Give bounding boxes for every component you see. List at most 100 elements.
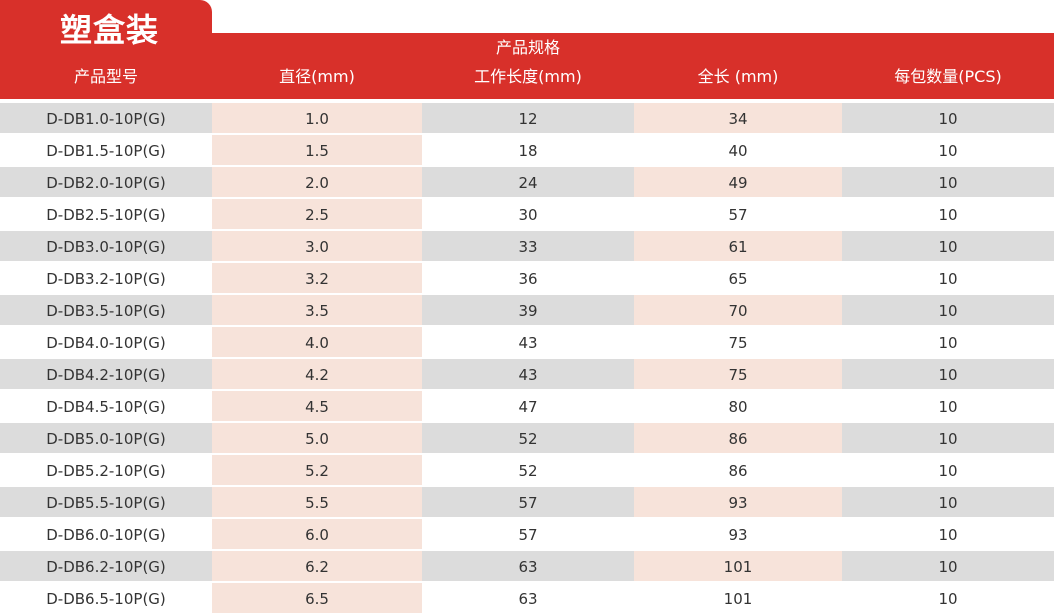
- table-row: D-DB2.0-10P(G) 2.0 24 49 10: [0, 165, 1054, 197]
- cell-pack-qty: 10: [938, 462, 958, 480]
- cell-diameter: 5.5: [212, 487, 422, 517]
- table-row: D-DB1.0-10P(G) 1.0 12 34 10: [0, 101, 1054, 133]
- table-row: D-DB5.2-10P(G) 5.2 52 86 10: [0, 453, 1054, 485]
- cell-diameter: 3.2: [212, 263, 422, 293]
- header-working-length: 工作长度(mm): [474, 67, 582, 86]
- cell-total-length: 34: [634, 103, 842, 133]
- cell-model: D-DB4.0-10P(G): [46, 334, 166, 352]
- table-row: D-DB6.5-10P(G) 6.5 63 101 10: [0, 581, 1054, 613]
- cell-model: D-DB6.0-10P(G): [46, 526, 166, 544]
- header-model: 产品型号: [73, 67, 138, 86]
- cell-working-length: 36: [518, 270, 538, 288]
- cell-pack-qty: 10: [842, 551, 1054, 581]
- table-row: D-DB4.0-10P(G) 4.0 43 75 10: [0, 325, 1054, 357]
- table-row: D-DB4.5-10P(G) 4.5 47 80 10: [0, 389, 1054, 421]
- cell-working-length: 63: [518, 590, 538, 608]
- cell-model: D-DB6.5-10P(G): [46, 590, 166, 608]
- cell-diameter: 3.0: [212, 231, 422, 261]
- cell-working-length: 33: [422, 231, 634, 261]
- cell-total-length: 49: [634, 167, 842, 197]
- cell-diameter: 5.2: [212, 455, 422, 485]
- table-row: D-DB6.2-10P(G) 6.2 63 101 10: [0, 549, 1054, 581]
- table-row: D-DB6.0-10P(G) 6.0 57 93 10: [0, 517, 1054, 549]
- cell-model: D-DB4.2-10P(G): [0, 359, 212, 389]
- cell-total-length: 75: [634, 327, 842, 357]
- cell-working-length: 43: [422, 359, 634, 389]
- cell-working-length: 57: [518, 526, 538, 544]
- cell-working-length: 47: [518, 398, 538, 416]
- cell-diameter: 5.0: [212, 423, 422, 453]
- cell-diameter: 2.0: [212, 167, 422, 197]
- cell-diameter: 1.0: [212, 103, 422, 133]
- table-body: D-DB1.0-10P(G) 1.0 12 34 10 D-DB1.5-10P(G) 1.5…: [0, 101, 1054, 613]
- cell-pack-qty: 10: [842, 103, 1054, 133]
- cell-pack-qty: 10: [938, 142, 958, 160]
- cell-working-length: 12: [422, 103, 634, 133]
- cell-diameter: 6.0: [212, 519, 422, 549]
- cell-working-length: 30: [518, 206, 538, 224]
- cell-diameter: 6.2: [212, 551, 422, 581]
- cell-pack-qty: 10: [938, 590, 958, 608]
- cell-total-length: 57: [634, 199, 842, 229]
- page-title: 塑盒装: [60, 11, 160, 49]
- cell-pack-qty: 10: [842, 167, 1054, 197]
- cell-diameter: 6.5: [212, 583, 422, 613]
- cell-pack-qty: 10: [842, 423, 1054, 453]
- table-row: D-DB1.5-10P(G) 1.5 18 40 10: [0, 133, 1054, 165]
- cell-pack-qty: 10: [842, 231, 1054, 261]
- cell-total-length: 93: [634, 519, 842, 549]
- cell-pack-qty: 10: [938, 270, 958, 288]
- table-row: D-DB3.0-10P(G) 3.0 33 61 10: [0, 229, 1054, 261]
- cell-working-length: 18: [518, 142, 538, 160]
- cell-working-length: 24: [422, 167, 634, 197]
- cell-pack-qty: 10: [842, 295, 1054, 325]
- cell-total-length: 61: [634, 231, 842, 261]
- header-pack-qty: 每包数量(PCS): [894, 67, 1002, 86]
- cell-pack-qty: 10: [842, 359, 1054, 389]
- cell-pack-qty: 10: [938, 398, 958, 416]
- cell-working-length: 57: [422, 487, 634, 517]
- cell-working-length: 43: [518, 334, 538, 352]
- cell-model: D-DB4.5-10P(G): [46, 398, 166, 416]
- cell-model: D-DB5.2-10P(G): [46, 462, 166, 480]
- cell-model: D-DB3.5-10P(G): [0, 295, 212, 325]
- cell-diameter: 4.2: [212, 359, 422, 389]
- header-total-length: 全长 (mm): [697, 67, 779, 86]
- cell-total-length: 65: [634, 263, 842, 293]
- cell-total-length: 101: [634, 583, 842, 613]
- cell-diameter: 2.5: [212, 199, 422, 229]
- cell-model: D-DB3.2-10P(G): [46, 270, 166, 288]
- cell-pack-qty: 10: [842, 487, 1054, 517]
- cell-diameter: 3.5: [212, 295, 422, 325]
- table-row: D-DB5.5-10P(G) 5.5 57 93 10: [0, 485, 1054, 517]
- table-row: D-DB5.0-10P(G) 5.0 52 86 10: [0, 421, 1054, 453]
- header-group-spec: 产品规格: [495, 38, 560, 57]
- cell-total-length: 93: [634, 487, 842, 517]
- cell-model: D-DB2.0-10P(G): [0, 167, 212, 197]
- cell-total-length: 70: [634, 295, 842, 325]
- table-row: D-DB3.2-10P(G) 3.2 36 65 10: [0, 261, 1054, 293]
- cell-pack-qty: 10: [938, 334, 958, 352]
- cell-working-length: 63: [422, 551, 634, 581]
- cell-diameter: 4.0: [212, 327, 422, 357]
- cell-total-length: 80: [634, 391, 842, 421]
- table-row: D-DB4.2-10P(G) 4.2 43 75 10: [0, 357, 1054, 389]
- cell-model: D-DB6.2-10P(G): [0, 551, 212, 581]
- table-header: [0, 33, 1054, 99]
- cell-total-length: 40: [634, 135, 842, 165]
- cell-total-length: 86: [634, 423, 842, 453]
- cell-pack-qty: 10: [938, 206, 958, 224]
- header-diameter: 直径(mm): [279, 67, 355, 86]
- cell-total-length: 86: [634, 455, 842, 485]
- cell-working-length: 52: [518, 462, 538, 480]
- cell-model: D-DB2.5-10P(G): [46, 206, 166, 224]
- table-row: D-DB2.5-10P(G) 2.5 30 57 10: [0, 197, 1054, 229]
- cell-model: D-DB5.0-10P(G): [0, 423, 212, 453]
- cell-working-length: 39: [422, 295, 634, 325]
- cell-pack-qty: 10: [938, 526, 958, 544]
- cell-diameter: 1.5: [212, 135, 422, 165]
- cell-model: D-DB3.0-10P(G): [0, 231, 212, 261]
- cell-model: D-DB1.0-10P(G): [0, 103, 212, 133]
- cell-working-length: 52: [422, 423, 634, 453]
- cell-diameter: 4.5: [212, 391, 422, 421]
